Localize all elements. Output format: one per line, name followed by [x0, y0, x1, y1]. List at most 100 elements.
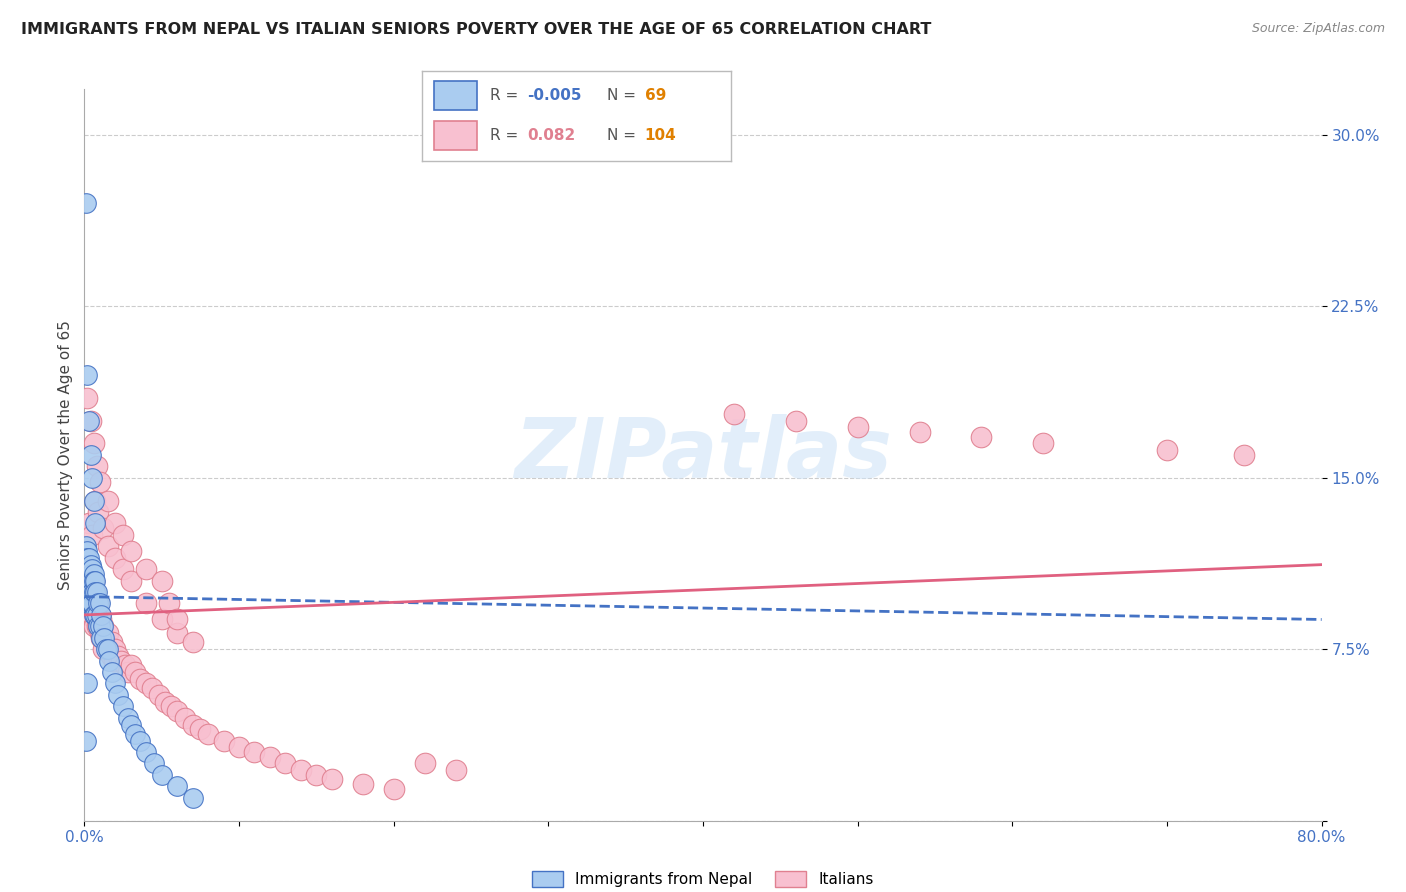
Point — [84, 585, 107, 599]
Point — [87, 505, 110, 519]
Point — [84, 493, 107, 508]
Point — [112, 528, 135, 542]
Point — [89, 626, 111, 640]
Point — [77, 566, 100, 581]
Point — [79, 558, 101, 572]
Point — [76, 550, 98, 565]
Point — [77, 574, 100, 588]
Point — [76, 566, 98, 581]
Point — [89, 475, 111, 490]
Point — [181, 790, 204, 805]
Point — [76, 550, 98, 565]
Point — [166, 704, 188, 718]
Point — [83, 619, 105, 633]
Point — [197, 727, 219, 741]
Point — [117, 711, 139, 725]
Point — [129, 672, 152, 686]
Point — [86, 597, 108, 611]
Point — [75, 574, 97, 588]
Text: Source: ZipAtlas.com: Source: ZipAtlas.com — [1251, 22, 1385, 36]
Point — [150, 768, 173, 782]
Point — [82, 574, 104, 588]
Point — [143, 756, 166, 771]
Point — [104, 516, 127, 531]
Point — [86, 459, 108, 474]
Point — [75, 539, 97, 553]
Point — [76, 368, 98, 382]
Point — [82, 471, 104, 485]
Point — [77, 607, 100, 622]
Point — [75, 597, 97, 611]
Point — [76, 676, 98, 690]
Point — [91, 619, 114, 633]
Point — [86, 607, 108, 622]
Point — [77, 566, 100, 581]
Point — [76, 544, 98, 558]
Point — [83, 607, 105, 622]
Point — [77, 550, 100, 565]
Point — [166, 613, 188, 627]
Point — [91, 521, 114, 535]
Point — [96, 539, 118, 553]
Point — [79, 607, 101, 622]
Point — [83, 566, 105, 581]
Point — [124, 727, 146, 741]
Point — [77, 562, 100, 576]
Point — [89, 597, 111, 611]
Point — [75, 733, 97, 747]
Point — [107, 688, 129, 702]
Point — [166, 626, 188, 640]
Point — [75, 196, 97, 211]
Point — [114, 658, 136, 673]
Point — [77, 414, 100, 428]
Point — [150, 613, 173, 627]
Point — [104, 550, 127, 565]
Point — [96, 626, 118, 640]
Point — [98, 642, 121, 657]
Point — [82, 562, 104, 576]
Point — [181, 635, 204, 649]
Point — [101, 665, 124, 679]
Point — [89, 607, 111, 622]
Point — [87, 597, 110, 611]
Point — [79, 566, 101, 581]
Point — [259, 749, 281, 764]
Point — [79, 448, 101, 462]
Point — [212, 733, 235, 747]
Point — [82, 585, 104, 599]
Point — [90, 613, 112, 627]
Point — [120, 717, 142, 731]
Point — [83, 597, 105, 611]
Point — [83, 436, 105, 450]
Point — [141, 681, 163, 695]
Point — [89, 619, 111, 633]
Point — [166, 780, 188, 794]
Point — [82, 607, 104, 622]
Text: 69: 69 — [644, 88, 666, 103]
Point — [94, 642, 117, 657]
Point — [76, 574, 98, 588]
Point — [77, 585, 100, 599]
Point — [352, 777, 374, 791]
Point — [112, 699, 135, 714]
Point — [785, 414, 807, 428]
Point — [93, 631, 115, 645]
Point — [75, 558, 97, 572]
Text: 104: 104 — [644, 128, 676, 143]
Text: N =: N = — [607, 128, 641, 143]
Point — [135, 745, 157, 759]
Point — [76, 558, 98, 572]
Point — [82, 528, 104, 542]
Point — [76, 566, 98, 581]
FancyBboxPatch shape — [434, 81, 478, 110]
Point — [86, 619, 108, 633]
Text: ZIPatlas: ZIPatlas — [515, 415, 891, 495]
Point — [77, 516, 100, 531]
Point — [174, 711, 197, 725]
Point — [82, 597, 104, 611]
Point — [120, 574, 142, 588]
Point — [77, 585, 100, 599]
Point — [84, 607, 107, 622]
Point — [82, 585, 104, 599]
Point — [160, 699, 183, 714]
